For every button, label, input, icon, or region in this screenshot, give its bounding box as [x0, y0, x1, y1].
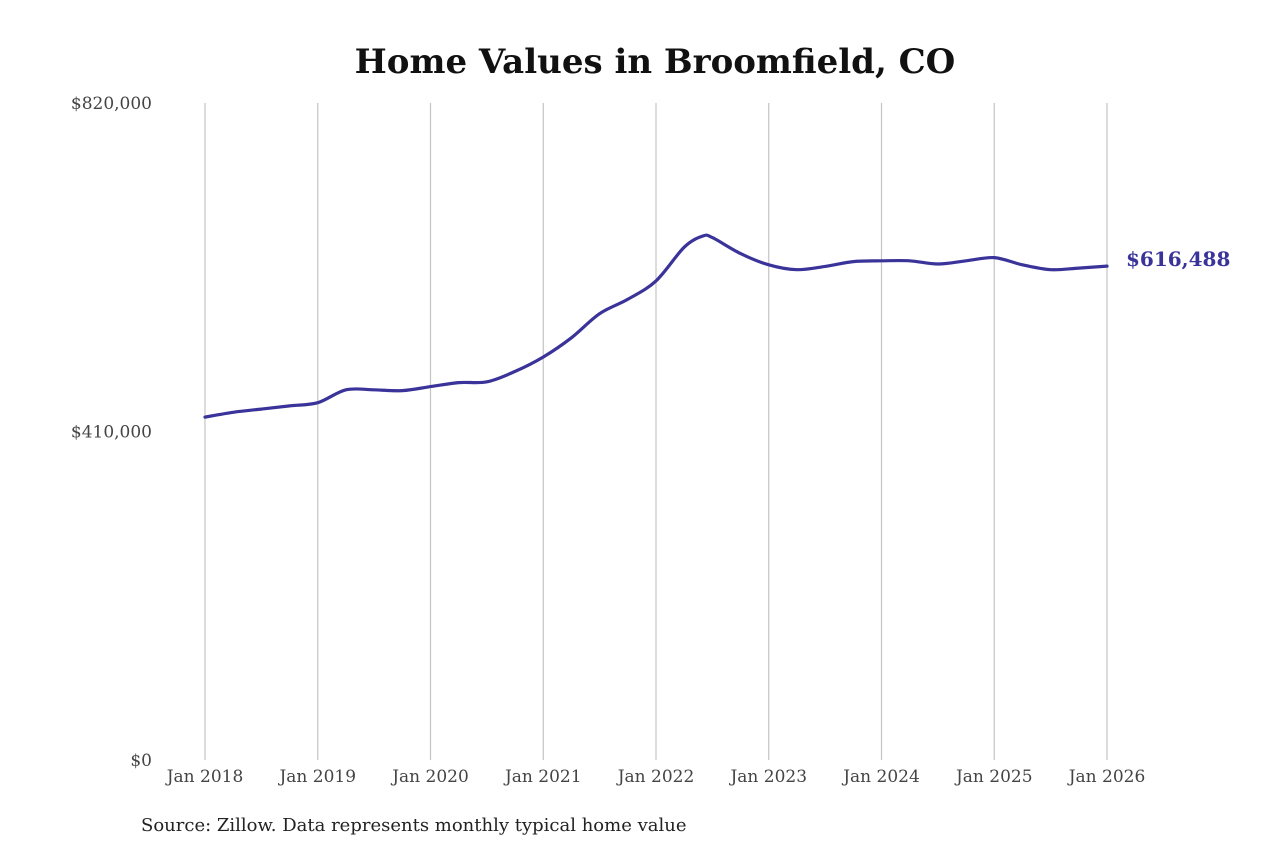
- end-value-label: $616,488: [1126, 247, 1230, 271]
- x-tick-label: Jan 2018: [165, 767, 244, 787]
- x-tick-label: Jan 2021: [503, 767, 582, 787]
- x-tick-label: Jan 2023: [728, 767, 807, 787]
- x-tick-label: Jan 2022: [616, 767, 695, 787]
- y-tick-label: $820,000: [71, 94, 152, 114]
- series-line: [203, 233, 1109, 419]
- y-tick-label: $410,000: [71, 423, 152, 443]
- grid-lines: [204, 103, 1108, 760]
- y-axis: $0 $410,000 $820,000: [71, 94, 152, 771]
- source-note: Source: Zillow. Data represents monthly …: [141, 815, 687, 836]
- x-tick-label: Jan 2026: [1067, 767, 1146, 787]
- x-axis: Jan 2018 Jan 2019 Jan 2020 Jan 2021 Jan 2022…: [165, 767, 1146, 787]
- chart-title: Home Values in Broomfield, CO: [355, 42, 956, 82]
- x-tick-label: Jan 2025: [954, 767, 1033, 787]
- y-tick-label: $0: [130, 751, 152, 771]
- x-tick-label: Jan 2020: [390, 767, 469, 787]
- series-layer: [203, 233, 1109, 419]
- x-tick-label: Jan 2024: [841, 767, 920, 787]
- x-tick-label: Jan 2019: [277, 767, 356, 787]
